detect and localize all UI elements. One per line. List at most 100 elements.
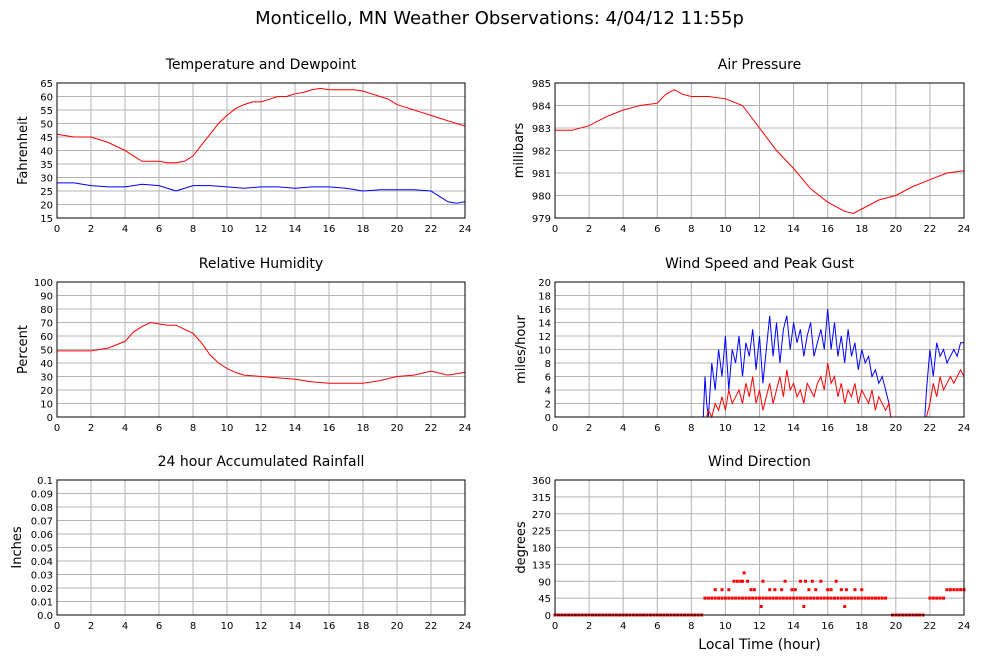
y-tick-label: 0.07 — [31, 517, 53, 528]
data-point — [739, 579, 743, 583]
chart-title: Temperature and Dewpoint — [165, 57, 357, 73]
data-point — [758, 596, 761, 600]
y-tick-label: 45 — [40, 133, 53, 144]
y-tick-label: 0 — [47, 413, 53, 424]
y-tick-label: 981 — [532, 169, 551, 180]
data-point — [856, 596, 860, 600]
data-point — [948, 588, 952, 592]
y-axis-label: Fahrenheit — [16, 116, 31, 185]
x-tick-label: 6 — [156, 224, 162, 235]
data-point — [826, 588, 830, 592]
data-point — [788, 596, 792, 600]
data-point — [819, 579, 823, 583]
x-tick-label: 10 — [719, 224, 732, 235]
y-tick-label: 8 — [545, 359, 551, 370]
data-point — [790, 588, 794, 592]
plot-frame — [554, 281, 965, 418]
y-tick-label: 60 — [40, 93, 53, 104]
data-point — [814, 588, 818, 592]
x-tick-label: 14 — [787, 423, 800, 434]
data-point — [747, 596, 751, 600]
x-tick-label: 6 — [654, 224, 660, 235]
data-point — [819, 596, 823, 600]
data-point — [860, 588, 864, 592]
data-point — [737, 596, 741, 600]
chart-title: Air Pressure — [718, 57, 801, 73]
data-point — [732, 579, 736, 583]
x-tick-label: 6 — [654, 423, 660, 434]
data-point — [802, 596, 806, 600]
data-point — [853, 588, 857, 592]
plot-frame — [56, 82, 466, 219]
x-tick-label: 10 — [221, 621, 234, 632]
data-point — [802, 605, 806, 609]
data-point — [935, 596, 939, 600]
data-point — [815, 596, 819, 600]
x-tick-label: 0 — [552, 224, 558, 235]
data-point — [860, 596, 864, 600]
chart-title: Wind Speed and Peak Gust — [665, 256, 854, 272]
y-tick-label: 20 — [40, 201, 53, 212]
y-tick-label: 20 — [40, 386, 53, 397]
data-point — [759, 605, 763, 609]
series-line-2 — [57, 182, 466, 204]
series-line-1 — [555, 308, 964, 418]
x-tick-label: 12 — [255, 621, 268, 632]
y-tick-label: 20 — [538, 278, 551, 289]
data-point — [773, 588, 777, 592]
x-tick-label: 0 — [552, 423, 558, 434]
x-tick-label: 10 — [221, 423, 234, 434]
x-tick-label: 24 — [459, 423, 472, 434]
x-tick-label: 24 — [958, 621, 971, 632]
y-tick-label: 80 — [40, 305, 53, 316]
x-tick-label: 2 — [88, 621, 94, 632]
data-point — [928, 596, 932, 600]
x-tick-label: 6 — [654, 621, 660, 632]
x-tick-label: 14 — [289, 621, 302, 632]
data-point — [751, 596, 755, 600]
x-tick-label: 20 — [889, 423, 902, 434]
x-tick-label: 8 — [190, 224, 196, 235]
x-tick-label: 18 — [357, 621, 370, 632]
data-point — [752, 588, 756, 592]
x-tick-label: 4 — [122, 224, 128, 235]
y-tick-label: 0.08 — [31, 503, 53, 514]
x-tick-label: 16 — [821, 621, 834, 632]
chart-title: 24 hour Accumulated Rainfall — [158, 454, 365, 470]
x-tick-label: 6 — [156, 621, 162, 632]
data-point — [870, 596, 874, 600]
data-point — [839, 596, 843, 600]
x-tick-label: 20 — [391, 224, 404, 235]
data-point — [829, 596, 833, 600]
y-tick-label: 0.03 — [31, 571, 53, 582]
x-tick-label: 10 — [719, 621, 732, 632]
data-point — [717, 596, 721, 600]
x-tick-label: 0 — [552, 621, 558, 632]
y-tick-label: 0.02 — [31, 584, 53, 595]
y-tick-label: 40 — [40, 359, 53, 370]
y-tick-label: 15 — [40, 214, 53, 225]
data-point — [706, 596, 710, 600]
x-tick-label: 16 — [323, 224, 336, 235]
y-tick-label: 45 — [538, 594, 551, 605]
x-tick-label: 16 — [323, 423, 336, 434]
x-tick-label: 4 — [620, 423, 626, 434]
data-point — [720, 596, 724, 600]
x-tick-label: 8 — [190, 423, 196, 434]
y-tick-label: 18 — [538, 292, 551, 303]
y-tick-label: 14 — [538, 319, 551, 330]
page-title: Monticello, MN Weather Observations: 4/0… — [255, 8, 744, 29]
x-tick-label: 14 — [787, 224, 800, 235]
y-tick-label: 50 — [40, 346, 53, 357]
x-tick-label: 18 — [855, 423, 868, 434]
data-point — [853, 596, 857, 600]
y-tick-label: 0 — [545, 611, 551, 622]
plot-frame — [56, 281, 466, 418]
y-tick-label: 65 — [40, 79, 53, 90]
x-tick-label: 10 — [221, 224, 234, 235]
y-tick-label: 270 — [532, 510, 551, 521]
x-tick-label: 12 — [255, 423, 268, 434]
